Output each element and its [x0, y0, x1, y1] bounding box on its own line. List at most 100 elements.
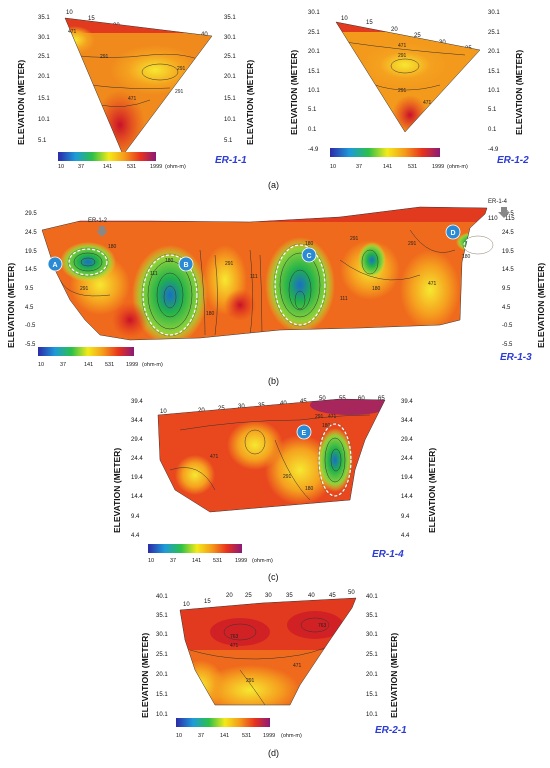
colorbar-tick: 37: [78, 164, 84, 170]
y-tick: 10.1: [308, 88, 320, 94]
y-tick: 0.1: [308, 127, 317, 133]
x-tick: 20: [391, 27, 398, 33]
contour-label: 471: [68, 29, 77, 35]
colorbar-tick: 10: [176, 733, 182, 739]
y-tick: 10.1: [366, 712, 378, 718]
y-ticks-left-er-1-1: 35.1 30.1 25.1 20.1 15.1 10.1 5.1: [38, 15, 50, 144]
y-axis-label-right: ELEVATION (METER): [389, 633, 399, 718]
y-tick: 15.1: [224, 96, 236, 102]
contour-label: 291: [283, 474, 292, 480]
contour-label: 291: [177, 66, 186, 72]
contour-label: 291: [100, 54, 109, 60]
contour-label: 180: [462, 254, 471, 260]
y-tick: 24.5: [25, 230, 37, 236]
contour-label: 180: [305, 486, 314, 492]
contour-label: 180: [165, 258, 174, 264]
colorbar-tick: 10: [38, 362, 44, 368]
contour-label: 471: [398, 43, 407, 49]
y-tick: 14.4: [131, 494, 143, 500]
y-tick: 29.5: [25, 211, 37, 217]
contour-label: 471: [210, 454, 219, 460]
section-outline: [64, 17, 213, 156]
section-outline: [41, 206, 488, 341]
contour-label: 291: [80, 286, 89, 292]
colorbar-tick: 10: [58, 164, 64, 170]
y-tick: 5.1: [488, 107, 497, 113]
profile-title-er-1-2: ER-1-2: [497, 155, 529, 166]
y-tick: 30.1: [488, 10, 500, 16]
y-ticks-left-er-1-2: 30.1 25.1 20.1 15.1 10.1 5.1 0.1 -4.9: [308, 10, 320, 153]
panel-label-d: (d): [268, 748, 279, 758]
y-tick: 19.4: [401, 475, 413, 481]
y-tick: 25.1: [38, 54, 50, 60]
y-tick: 25.1: [224, 54, 236, 60]
resistivity-section-er-1-3: [42, 207, 487, 340]
x-tick: 30: [265, 593, 272, 599]
x-tick: 50: [319, 396, 326, 402]
y-tick: 19.5: [502, 249, 514, 255]
contour-label: 471: [328, 414, 337, 420]
colorbar-tick: 531: [242, 733, 251, 739]
x-tick: 10: [183, 602, 190, 608]
y-tick: 39.4: [401, 399, 413, 405]
x-tick: 35: [286, 593, 293, 599]
y-tick: 35.1: [38, 15, 50, 21]
contour-label: 471: [293, 663, 302, 669]
colorbar-tick: 141: [84, 362, 93, 368]
y-tick: 10.1: [38, 117, 50, 123]
x-tick: 15: [88, 16, 95, 22]
zone-badge-a: A: [53, 262, 58, 269]
y-tick: 30.1: [308, 10, 320, 16]
colorbar-er-1-4: 10 37 141 531 1999 (ohm-m): [148, 544, 273, 564]
y-axis-label-right: ELEVATION (METER): [427, 448, 437, 533]
y-tick: 20.1: [38, 74, 50, 80]
profile-title-er-1-3: ER-1-3: [500, 352, 532, 363]
contour-label: 291: [225, 261, 234, 267]
contour-labels-er-1-3: 180 291 111 180 291 180 111 180 291 111 …: [80, 236, 471, 317]
y-ticks-right-er-1-3: 29.5 24.5 19.5 14.5 9.5 4.5 -0.5 -5.5: [502, 211, 514, 348]
colorbar-tick: 1999: [126, 362, 138, 368]
colorbar-tick: 141: [220, 733, 229, 739]
colorbar-er-2-1: 10 37 141 531 1999 (ohm-m): [176, 718, 302, 739]
y-tick: 40.1: [156, 594, 168, 600]
colorbar-tick: 141: [383, 164, 392, 170]
zone-badge-b: B: [184, 262, 189, 269]
x-tick: 25: [245, 593, 252, 599]
contour-label: 471: [230, 643, 239, 649]
y-ticks-right-er-1-1: 35.1 30.1 25.1 20.1 15.1 10.1 5.1: [224, 15, 236, 144]
colorbar-tick: 141: [103, 164, 112, 170]
anomaly-outlines: [68, 236, 493, 336]
y-tick: 20.1: [366, 672, 378, 678]
resistivity-section-er-2-1: [180, 598, 356, 705]
y-tick: 34.4: [131, 418, 143, 424]
y-axis-label-left: ELEVATION (METER): [6, 263, 16, 348]
contour-label: 471: [128, 96, 137, 102]
x-tick: 30: [238, 404, 245, 410]
y-tick: 15.1: [308, 69, 320, 75]
panel-label-a: (a): [268, 180, 279, 190]
x-tick: 40: [308, 593, 315, 599]
marker-er-1-2: ER-1-2: [88, 218, 108, 237]
y-tick: 19.5: [25, 249, 37, 255]
panel-er-1-4: 10 15 20 25 30 35 40 45 50 55 60 65 39.4…: [112, 396, 437, 564]
y-tick: 15.1: [156, 692, 168, 698]
x-tick: 45: [329, 593, 336, 599]
y-tick: 24.4: [131, 456, 143, 462]
y-axis-label-right: ELEVATION (METER): [514, 50, 524, 135]
contour-label: 111: [150, 271, 158, 277]
y-tick: 4.5: [25, 305, 34, 311]
y-tick: 9.5: [502, 286, 511, 292]
y-ticks-left-er-2-1: 40.1 35.1 30.1 25.1 20.1 15.1 10.1: [156, 594, 168, 718]
y-tick: 20.1: [224, 74, 236, 80]
y-tick: 40.1: [366, 594, 378, 600]
colorbar-er-1-1: 10 37 141 531 1999 (ohm-m): [58, 152, 186, 170]
x-tick: 115: [505, 216, 515, 222]
zone-badge-e: E: [302, 430, 307, 437]
contour-label: 763: [318, 623, 327, 629]
zone-badges: A B C D: [47, 224, 461, 272]
section-outline: [179, 597, 357, 706]
y-tick: 10.1: [488, 88, 500, 94]
y-tick: 5.1: [308, 107, 317, 113]
y-tick: -0.5: [25, 323, 36, 329]
contour-label: 111: [340, 296, 348, 302]
